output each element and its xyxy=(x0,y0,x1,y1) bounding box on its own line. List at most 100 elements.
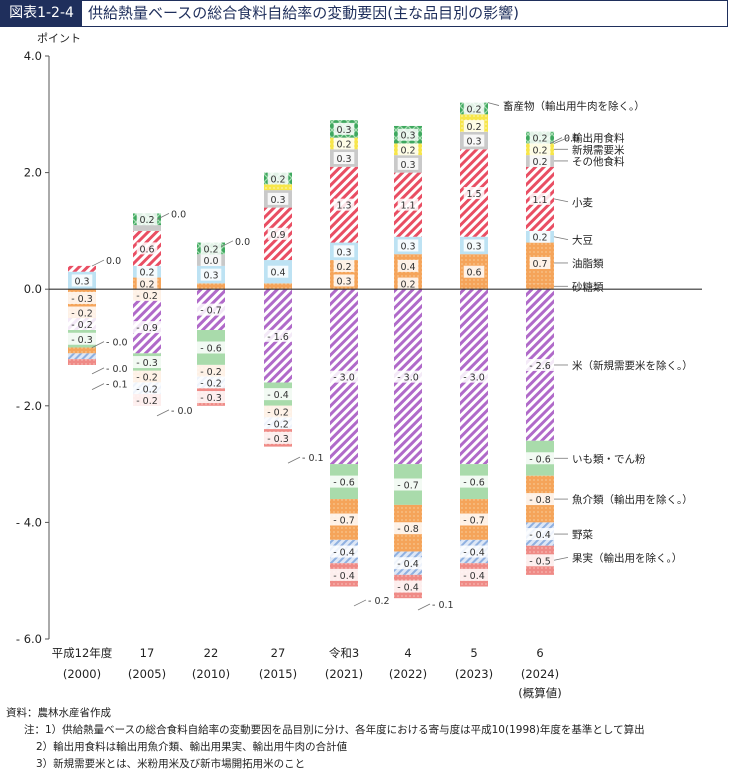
y-tick-label: - 6.0 xyxy=(16,632,42,646)
data-label-bg xyxy=(397,198,419,211)
data-label-bg xyxy=(71,274,93,287)
data-label-bg xyxy=(523,528,557,541)
legend-label: 米（新規需要米を除く。） xyxy=(572,359,693,372)
data-label-bg xyxy=(529,256,551,269)
figure-title: 供給熱量ベースの総合食料自給率の変動要因(主な品目別の影響) xyxy=(88,4,519,22)
data-label: 0.2 xyxy=(532,145,547,156)
x-tick-label-year: (2021) xyxy=(325,667,363,681)
data-label: - 0.2 xyxy=(136,396,158,407)
data-label: 0.2 xyxy=(400,145,415,156)
data-label-bg xyxy=(194,376,228,389)
data-label: 1.5 xyxy=(466,189,481,200)
data-label: 1.3 xyxy=(336,201,351,212)
y-tick-label: 2.0 xyxy=(24,166,42,180)
data-label: 0.3 xyxy=(336,154,351,165)
data-label-bg xyxy=(523,358,557,371)
data-label-bg xyxy=(65,318,99,331)
data-label-bg xyxy=(529,192,551,205)
legend-label: 輸出用食料 xyxy=(572,132,625,145)
data-label-bg xyxy=(267,192,289,205)
bar-segment xyxy=(526,283,554,290)
annotation-leader xyxy=(417,603,431,611)
data-label: 0.4 xyxy=(400,262,415,273)
data-label-bg xyxy=(136,265,158,278)
data-label: 0.3 xyxy=(74,276,89,287)
data-label-bg xyxy=(130,382,164,395)
data-label: - 0.4 xyxy=(397,583,419,594)
data-label: 0.3 xyxy=(270,195,285,206)
data-label-bg xyxy=(200,254,222,267)
data-label: - 0.4 xyxy=(397,559,419,570)
data-label: 0.3 xyxy=(400,131,415,142)
data-label-bg xyxy=(333,245,355,258)
bar-segment xyxy=(68,347,96,354)
data-label: - 0.6 xyxy=(200,344,222,355)
data-label-bg xyxy=(65,332,99,345)
data-label-bg xyxy=(261,431,295,444)
data-label-bg xyxy=(130,370,164,383)
annotation-label: 0.0 xyxy=(106,256,121,267)
data-label: 0.3 xyxy=(336,125,351,136)
bar-segment xyxy=(197,283,225,290)
x-tick-label: 令和3 xyxy=(329,646,359,660)
x-tick-label-year: (2015) xyxy=(259,667,297,681)
data-label-bg xyxy=(463,239,485,252)
data-label: - 0.3 xyxy=(267,434,289,445)
legend-label: 魚介類（輸出用を除く。） xyxy=(572,493,693,506)
data-label-bg xyxy=(130,393,164,406)
data-label-bg xyxy=(267,172,289,185)
data-label: 0.2 xyxy=(139,215,154,226)
annotation-leader xyxy=(156,409,170,417)
data-label: 0.0 xyxy=(203,256,218,267)
data-label-bg xyxy=(130,321,164,334)
legend-leader xyxy=(487,102,500,106)
data-label-bg xyxy=(523,452,557,465)
annotation-label: - 0.1 xyxy=(106,380,128,391)
data-label-bg xyxy=(391,522,425,535)
data-label-bg xyxy=(194,364,228,377)
data-label: - 0.6 xyxy=(529,454,551,465)
data-label-bg xyxy=(327,545,361,558)
data-label: 0.2 xyxy=(532,233,547,244)
data-label: - 0.2 xyxy=(136,291,158,302)
note-3: 3）新規需要米とは、米粉用米及び新市場開拓用米のこと xyxy=(36,758,306,770)
data-label: - 1.6 xyxy=(267,332,289,343)
legend-label: 油脂類 xyxy=(572,257,604,270)
legend-label: 小麦 xyxy=(572,197,593,209)
legend-label: 果実（輸出用を除く。） xyxy=(572,551,682,564)
data-label: 0.6 xyxy=(139,244,154,255)
data-label-bg xyxy=(391,478,425,491)
legend-leader xyxy=(553,556,569,561)
legend-label: 大豆 xyxy=(572,234,593,247)
y-tick-label: - 4.0 xyxy=(16,515,42,529)
x-tick-label-year: (2023) xyxy=(455,667,493,681)
data-label: - 0.4 xyxy=(333,571,355,582)
annotation-leader xyxy=(156,213,170,220)
data-label: 0.3 xyxy=(400,241,415,252)
data-label: - 0.3 xyxy=(71,294,93,305)
data-label: - 0.6 xyxy=(463,478,485,489)
figure-header: 図表1-2-4 供給熱量ベースの総合食料自給率の変動要因(主な品目別の影響) xyxy=(0,0,728,27)
data-label-bg xyxy=(397,128,419,141)
data-label: - 0.7 xyxy=(463,515,485,526)
data-label-bg xyxy=(194,341,228,354)
data-label: 0.2 xyxy=(270,174,285,185)
y-tick-label: 4.0 xyxy=(24,49,42,63)
data-label-bg xyxy=(333,122,355,135)
data-label-bg xyxy=(333,259,355,272)
data-label-bg xyxy=(200,268,222,281)
data-label: 0.2 xyxy=(400,279,415,290)
y-tick-label: 0.0 xyxy=(24,282,42,296)
data-label: - 3.0 xyxy=(397,373,419,384)
bar-segment xyxy=(133,225,161,231)
annotation-leader xyxy=(91,259,105,267)
data-label: 0.2 xyxy=(336,262,351,273)
data-label-bg xyxy=(194,303,228,316)
annotation-leader xyxy=(353,599,367,607)
data-label-bg xyxy=(463,119,485,132)
data-label: 0.3 xyxy=(400,160,415,171)
data-label-bg xyxy=(523,493,557,506)
data-label-bg xyxy=(261,405,295,418)
data-label-bg xyxy=(136,213,158,226)
data-label: - 3.0 xyxy=(333,373,355,384)
